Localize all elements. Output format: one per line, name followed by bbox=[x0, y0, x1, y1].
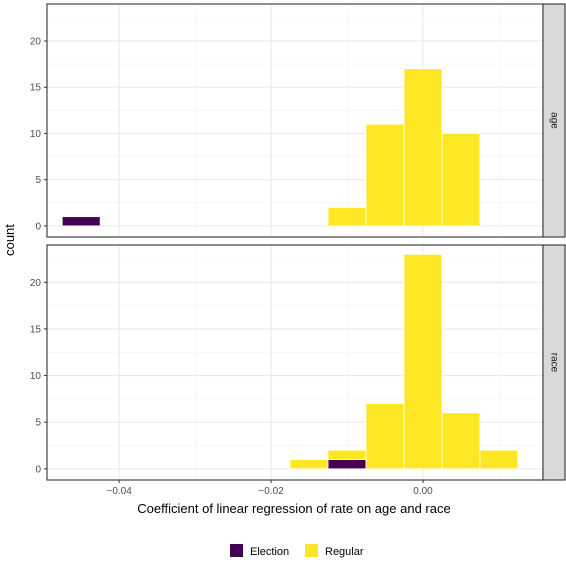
strip-background bbox=[542, 3, 566, 238]
panel-age: age 0 5 10 15 20 bbox=[30, 3, 566, 238]
strip-background bbox=[542, 244, 566, 481]
bar-regular bbox=[441, 412, 481, 470]
panel-race: race 0 5 10 15 20 bbox=[30, 244, 566, 481]
bar-regular bbox=[403, 68, 443, 227]
bar-regular bbox=[365, 123, 405, 227]
y-tick-label: 15 bbox=[30, 324, 42, 335]
y-tick-label: 10 bbox=[30, 129, 42, 140]
bar-regular bbox=[479, 449, 519, 470]
y-axis-title: count bbox=[2, 224, 17, 256]
bar-election bbox=[61, 216, 101, 227]
panels: age 0 5 10 15 20 race 0 5 10 15 20 −0.04 −0.02 0.00 bbox=[30, 3, 566, 497]
x-tick-label: −0.04 bbox=[107, 486, 133, 497]
bar-regular bbox=[365, 403, 405, 470]
y-tick-label: 15 bbox=[30, 83, 42, 94]
y-tick-label: 20 bbox=[30, 36, 42, 47]
bar-regular bbox=[289, 459, 329, 470]
bar-regular bbox=[403, 253, 443, 470]
y-tick-label: 20 bbox=[30, 278, 42, 289]
strip-label: race bbox=[548, 353, 559, 373]
legend-label-election: Election bbox=[250, 546, 289, 558]
bar-election bbox=[327, 459, 367, 470]
legend: Election Regular bbox=[230, 544, 364, 558]
x-tick-label: 0.00 bbox=[413, 486, 433, 497]
y-tick-label: 5 bbox=[35, 418, 41, 429]
y-tick-label: 0 bbox=[35, 221, 41, 232]
x-tick-label: −0.02 bbox=[258, 486, 284, 497]
legend-key-regular bbox=[305, 544, 318, 557]
y-tick-label: 10 bbox=[30, 371, 42, 382]
bar-regular bbox=[441, 133, 481, 227]
bar-regular bbox=[327, 207, 367, 227]
legend-key-election bbox=[230, 544, 243, 557]
strip-label: age bbox=[548, 112, 559, 129]
bar-regular bbox=[327, 449, 367, 460]
y-tick-label: 0 bbox=[35, 464, 41, 475]
legend-label-regular: Regular bbox=[325, 546, 364, 558]
y-tick-label: 5 bbox=[35, 175, 41, 186]
x-axis-title: Coefficient of linear regression of rate… bbox=[137, 501, 450, 516]
